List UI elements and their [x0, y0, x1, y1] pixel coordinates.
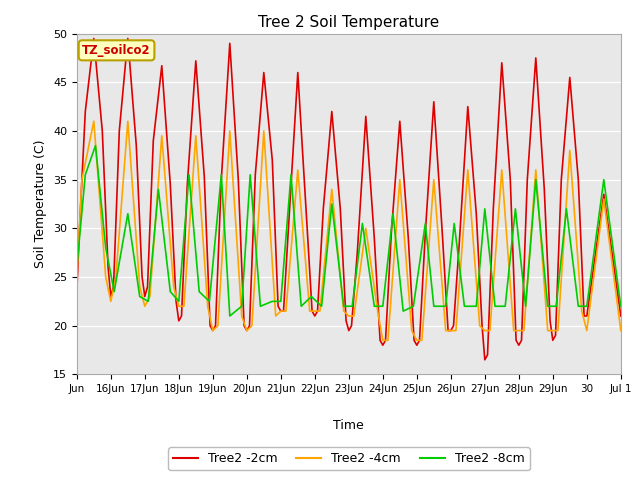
Tree2 -8cm — [501, 303, 509, 309]
Line: Tree2 -2cm: Tree2 -2cm — [77, 38, 621, 360]
Tree2 -8cm — [410, 303, 417, 309]
Tree2 -4cm — [73, 274, 81, 280]
Tree2 -4cm — [345, 313, 353, 319]
Tree2 -2cm — [143, 284, 151, 289]
Line: Tree2 -8cm: Tree2 -8cm — [77, 145, 621, 316]
X-axis label: Time: Time — [333, 419, 364, 432]
Y-axis label: Soil Temperature (C): Soil Temperature (C) — [35, 140, 47, 268]
Line: Tree2 -4cm: Tree2 -4cm — [77, 121, 621, 340]
Tree2 -2cm — [498, 60, 506, 66]
Tree2 -2cm — [166, 181, 174, 187]
Tree2 -2cm — [617, 313, 625, 319]
Tree2 -8cm — [92, 143, 99, 148]
Tree2 -8cm — [238, 303, 246, 309]
Legend: Tree2 -2cm, Tree2 -4cm, Tree2 -8cm: Tree2 -2cm, Tree2 -4cm, Tree2 -8cm — [168, 447, 529, 470]
Tree2 -4cm — [90, 119, 98, 124]
Tree2 -4cm — [379, 337, 387, 343]
Tree2 -4cm — [600, 196, 607, 202]
Tree2 -8cm — [226, 313, 234, 319]
Tree2 -4cm — [617, 328, 625, 334]
Tree2 -8cm — [442, 303, 449, 309]
Tree2 -8cm — [617, 303, 625, 309]
Tree2 -8cm — [399, 308, 407, 314]
Tree2 -2cm — [342, 318, 350, 324]
Tree2 -2cm — [184, 181, 191, 187]
Tree2 -2cm — [444, 328, 452, 334]
Tree2 -8cm — [430, 303, 438, 309]
Tree2 -2cm — [481, 357, 489, 363]
Text: TZ_soilco2: TZ_soilco2 — [82, 44, 151, 57]
Tree2 -8cm — [73, 264, 81, 270]
Tree2 -4cm — [452, 328, 460, 334]
Tree2 -4cm — [328, 187, 335, 192]
Tree2 -4cm — [226, 128, 234, 134]
Tree2 -2cm — [90, 36, 98, 41]
Tree2 -2cm — [73, 289, 81, 295]
Tree2 -4cm — [243, 328, 251, 334]
Title: Tree 2 Soil Temperature: Tree 2 Soil Temperature — [258, 15, 440, 30]
